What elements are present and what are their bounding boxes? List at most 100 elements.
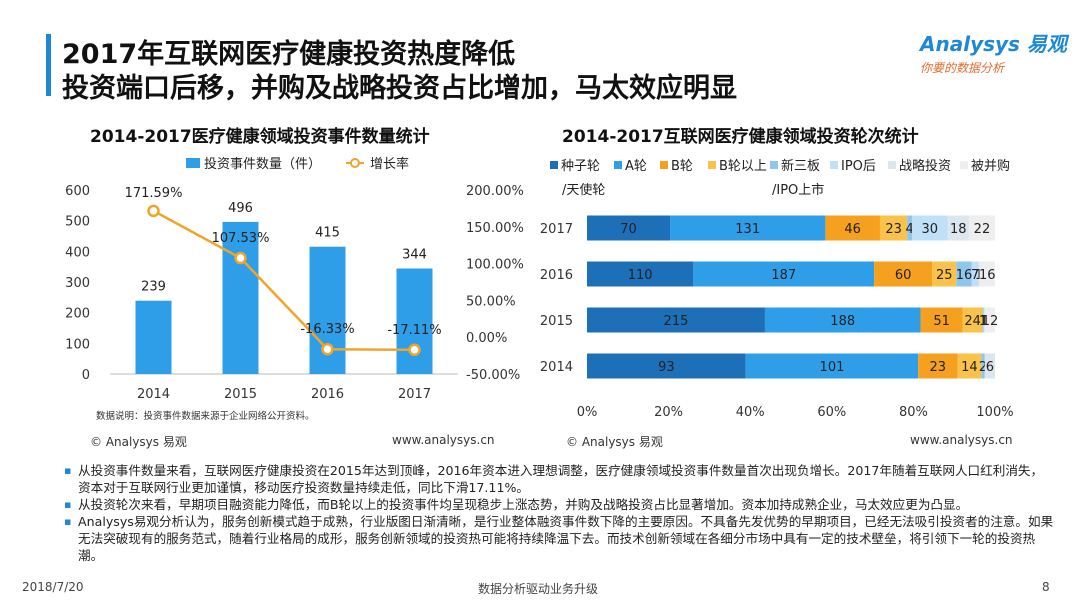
x-tick-label: 2014 <box>137 387 170 402</box>
legend-swatch <box>614 161 622 169</box>
segment-label: 25 <box>936 268 953 283</box>
stack-segment <box>920 307 963 333</box>
segment-label: 22 <box>974 222 991 237</box>
y-tick-label: 400 <box>65 245 90 260</box>
stack-segment <box>962 307 983 333</box>
x-tick-label: 20% <box>654 405 683 420</box>
legend-label: B轮 <box>671 159 693 174</box>
growth-label: -16.33% <box>300 322 354 337</box>
y2-tick-label: -50.00% <box>466 368 520 383</box>
stack-segment <box>984 353 995 379</box>
y-tick-label: 300 <box>65 276 90 291</box>
legend-swatch <box>888 161 896 169</box>
stack-segment <box>979 261 995 287</box>
segment-label: 60 <box>895 268 912 283</box>
stack-segment <box>978 261 980 287</box>
stack-segment <box>957 353 982 379</box>
stack-segment <box>764 307 921 333</box>
page-title-line2: 投资端口后移，并购及战略投资占比增加，马太效应明显 <box>62 73 737 104</box>
segment-label: 93 <box>658 360 675 375</box>
stack-segment <box>587 353 746 379</box>
segment-label: 16 <box>979 268 996 283</box>
x-tick-label: 2015 <box>224 387 257 402</box>
logo-brand: Analysys 易观 <box>920 32 1067 56</box>
growth-label: 107.53% <box>212 231 270 246</box>
legend-swatch <box>830 161 838 169</box>
growth-point <box>408 343 421 357</box>
y-tick-label: 600 <box>65 184 90 199</box>
stack-segment <box>932 261 957 287</box>
legend-marker <box>350 158 360 168</box>
logo-slogan: 你要的数据分析 <box>920 61 1005 75</box>
growth-point <box>321 342 334 356</box>
stack-segment <box>745 353 919 379</box>
right-chart-url: www.analysys.cn <box>910 433 1013 447</box>
stack-segment <box>956 261 972 287</box>
segment-label: 1 <box>979 314 987 329</box>
stack-segment <box>587 215 671 241</box>
stack-segment <box>693 261 875 287</box>
x-tick-label: 100% <box>976 405 1013 420</box>
segment-label: 1 <box>980 314 988 329</box>
x-tick-label: 0% <box>577 405 598 420</box>
segment-label: 16 <box>956 268 973 283</box>
stack-segment <box>985 307 995 333</box>
legend-label: 战略投资 <box>899 158 951 174</box>
legend-label: 新三板 <box>781 158 820 174</box>
legend-swatch-bar <box>186 158 200 168</box>
stack-segment <box>587 261 694 287</box>
bar-value-label: 496 <box>228 201 253 216</box>
segment-label: 30 <box>921 222 938 237</box>
legend-label-bar: 投资事件数量（件） <box>204 156 321 172</box>
segment-label: 1 <box>981 314 989 329</box>
y-tick-label: 0 <box>82 368 90 383</box>
title-accent-bar <box>46 34 51 96</box>
legend-label: A轮 <box>625 159 647 174</box>
legend-label: IPO后 <box>841 159 876 174</box>
y-tick-label: 2014 <box>540 360 573 375</box>
growth-point <box>234 251 247 265</box>
segment-label: 1 <box>975 268 983 283</box>
stack-segment <box>874 261 933 287</box>
left-chart-source: © Analysys 易观 <box>90 435 187 449</box>
y2-tick-label: 100.00% <box>466 258 524 273</box>
x-tick-label: 2017 <box>398 387 431 402</box>
bullet-item: 从投资轮次来看，早期项目融资能力降低，而B轮以上的投资事件均呈现稳步上涨态势，并… <box>64 496 1054 513</box>
growth-line <box>152 209 415 352</box>
left-chart-note: 数据说明：投资事件数据来源于企业网络公开资料。 <box>96 411 315 422</box>
footer-date: 2018/7/20 <box>22 580 84 594</box>
segment-label: 24 <box>964 314 981 329</box>
stack-segment <box>971 261 979 287</box>
right-chart: 种子轮 A轮 B轮 B轮以上 新三板 IPO后 战略投资 被并购/天使轮/IPO上市 2017 7… <box>540 158 1014 420</box>
stack-segment <box>879 215 908 241</box>
left-chart: 投资事件数量（件） 增长率 0 100 200 300 400 500 600 -50.00% 0.… <box>65 156 524 402</box>
left-chart-url: www.analysys.cn <box>392 433 495 447</box>
legend-swatch <box>660 161 668 169</box>
bar-value-label: 344 <box>402 248 427 263</box>
segment-label: 188 <box>830 314 855 329</box>
segment-label: 2 <box>979 360 987 375</box>
legend-label-sub: /天使轮 <box>562 182 605 198</box>
y-tick-label: 500 <box>65 215 90 230</box>
segment-label: 131 <box>735 222 760 237</box>
page-title-line1: 2017年互联网医疗健康投资热度降低 <box>62 39 516 70</box>
x-tick-label: 40% <box>736 405 765 420</box>
x-tick-label: 2016 <box>311 387 344 402</box>
footer-center: 数据分析驱动业务升级 <box>478 582 599 596</box>
stack-segment <box>982 307 984 333</box>
segment-label: 23 <box>930 360 947 375</box>
y-tick-label: 100 <box>65 337 90 352</box>
stack-segment <box>911 215 948 241</box>
segment-label: 215 <box>664 314 689 329</box>
growth-label: -17.11% <box>387 323 441 338</box>
segment-label: 18 <box>950 222 967 237</box>
y-tick-label: 2017 <box>540 222 573 237</box>
stack-segment <box>587 307 765 333</box>
y-tick-label: 2016 <box>540 268 573 283</box>
segment-label: 101 <box>820 360 845 375</box>
segment-label: 187 <box>771 268 796 283</box>
x-tick-label: 80% <box>899 405 928 420</box>
bar <box>396 268 433 374</box>
bar-value-label: 415 <box>315 226 340 241</box>
segment-label: 23 <box>885 222 902 237</box>
